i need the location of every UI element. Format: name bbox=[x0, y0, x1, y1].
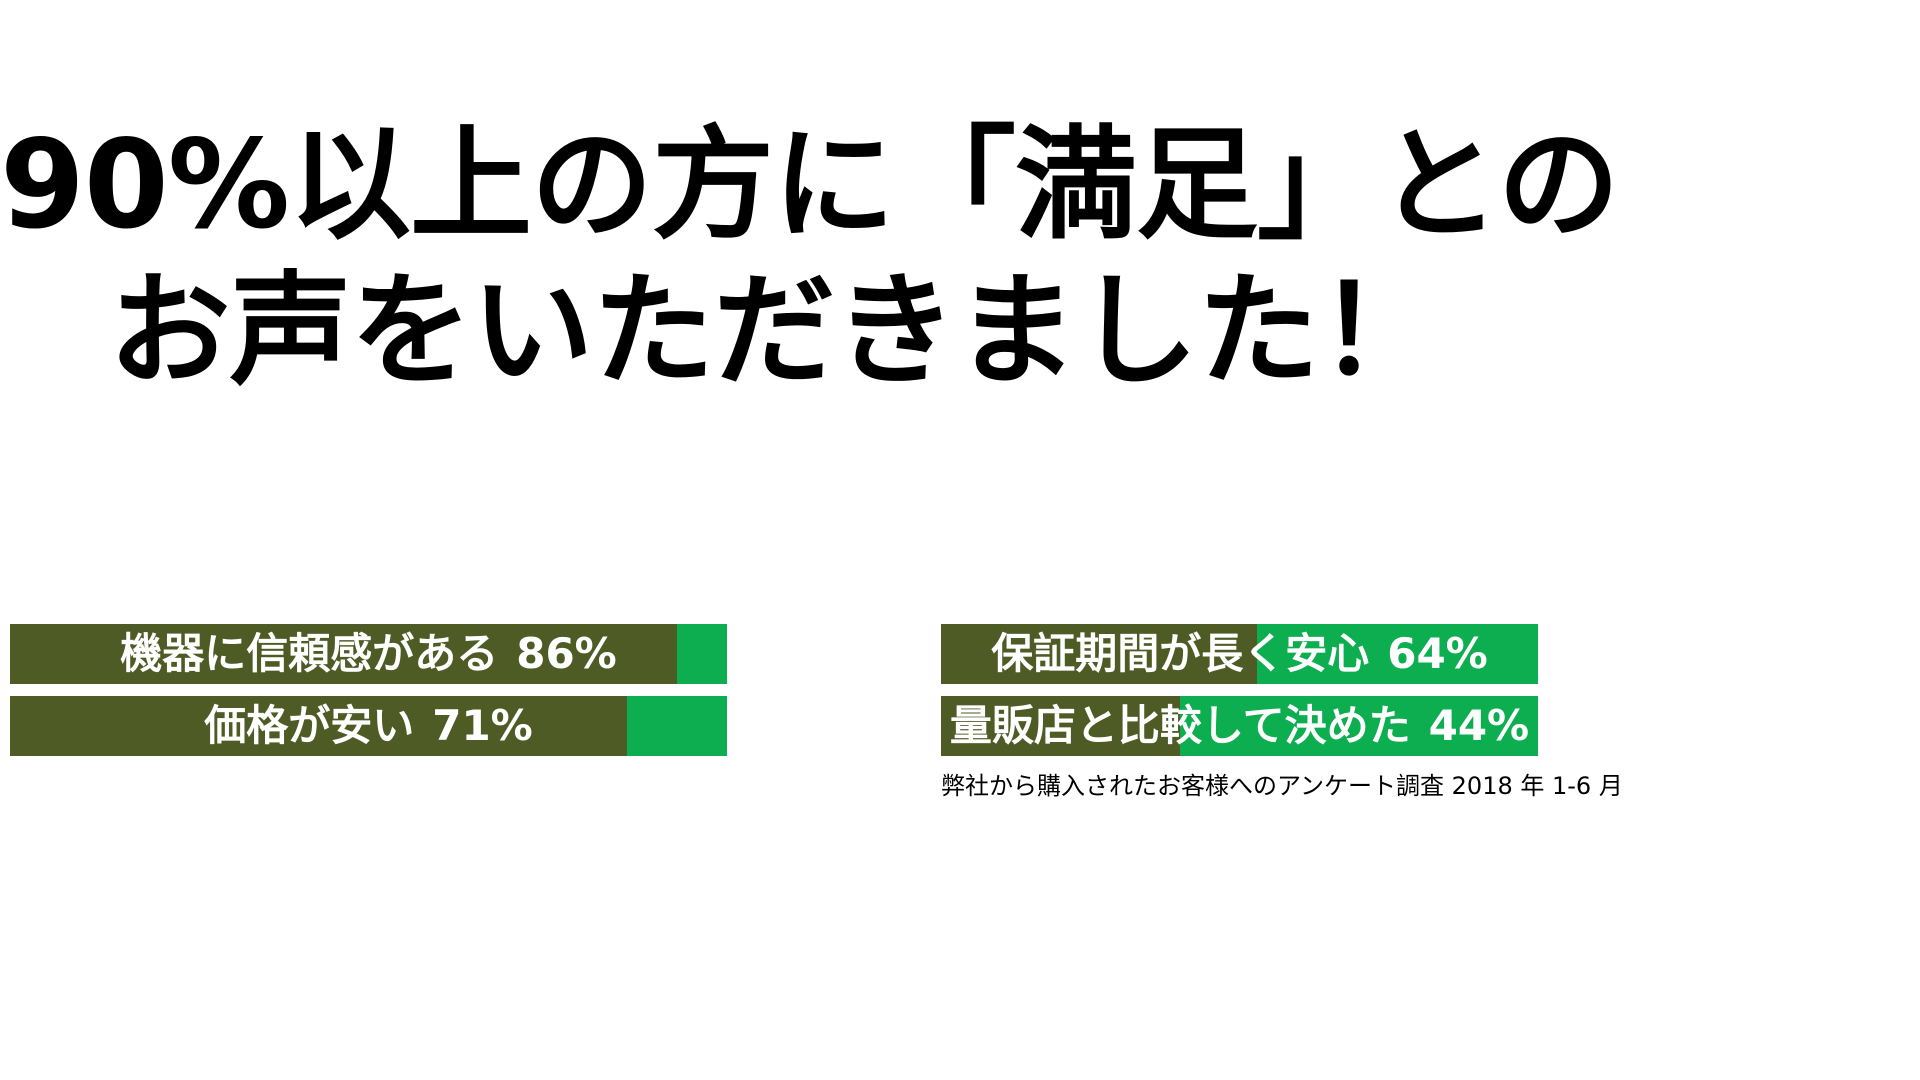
bar-column-left: 機器に信頼感がある 86% 価格が安い 71% bbox=[10, 624, 727, 768]
page-title: 90%以上の方に「満足」との お声をいただきました！ bbox=[0, 112, 1620, 404]
survey-source-note: 弊社から購入されたお客様へのアンケート調査 2018 年 1-6 月 bbox=[941, 772, 1623, 800]
bar-label-trust: 機器に信頼感がある 86% bbox=[10, 624, 727, 684]
headline-line-1: 90%以上の方に「満足」との bbox=[0, 114, 1620, 256]
bar-fill-trust bbox=[10, 624, 677, 684]
bar-value-price: 71% bbox=[432, 701, 533, 750]
bar-category-price: 価格が安い bbox=[204, 701, 415, 750]
bar-category-comparison: 量販店と比較して決めた bbox=[949, 701, 1411, 750]
bar-fill-warranty bbox=[941, 624, 1258, 684]
bar-label-warranty: 保証期間が長く安心 64% bbox=[941, 624, 1538, 684]
bar-value-comparison: 44% bbox=[1428, 701, 1530, 750]
bar-row-comparison: 量販店と比較して決めた 44% bbox=[941, 696, 1538, 756]
bar-label-comparison: 量販店と比較して決めた 44% bbox=[941, 696, 1538, 756]
bar-column-right: 保証期間が長く安心 64% 量販店と比較して決めた 44% bbox=[941, 624, 1538, 768]
bar-fill-price bbox=[10, 696, 627, 756]
survey-bar-chart: 機器に信頼感がある 86% 価格が安い 71% 保証期間が長く安心 64% bbox=[0, 624, 1548, 764]
bar-row-price: 価格が安い 71% bbox=[10, 696, 727, 756]
headline-line-2: お声をいただきました！ bbox=[108, 260, 1441, 402]
bar-fill-comparison bbox=[941, 696, 1180, 756]
bar-category-warranty: 保証期間が長く安心 bbox=[991, 629, 1370, 678]
bar-row-warranty: 保証期間が長く安心 64% bbox=[941, 624, 1538, 684]
bar-value-warranty: 64% bbox=[1387, 629, 1488, 678]
bar-row-trust: 機器に信頼感がある 86% bbox=[10, 624, 727, 684]
bar-label-price: 価格が安い 71% bbox=[10, 696, 727, 756]
bar-value-trust: 86% bbox=[516, 629, 617, 678]
bar-category-trust: 機器に信頼感がある bbox=[120, 629, 499, 678]
